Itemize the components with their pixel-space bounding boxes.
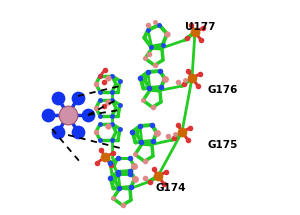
- Text: G175: G175: [208, 140, 238, 150]
- Text: U177: U177: [185, 22, 215, 32]
- Text: G174: G174: [155, 183, 185, 193]
- Text: G176: G176: [208, 85, 238, 95]
